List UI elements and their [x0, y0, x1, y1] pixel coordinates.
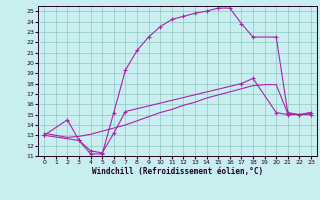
X-axis label: Windchill (Refroidissement éolien,°C): Windchill (Refroidissement éolien,°C) [92, 167, 263, 176]
